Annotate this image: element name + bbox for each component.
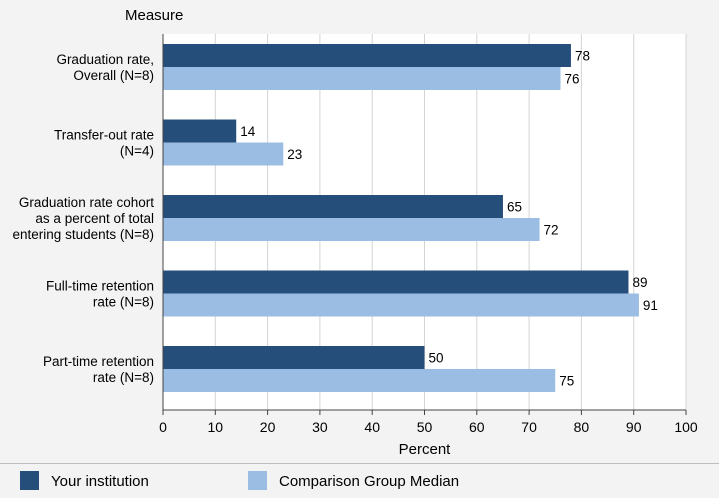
legend-divider [0,463,719,464]
data-label: 91 [643,298,658,313]
bar [163,369,556,392]
category-label-line: Overall (N=8) [73,68,154,83]
bar [163,67,561,90]
data-label: 89 [632,275,647,290]
legend-label: Your institution [51,473,149,490]
bar [163,293,639,317]
category-label-line: as a percent of total [35,211,154,226]
axes-group [162,34,687,415]
x-tick-label: 20 [260,419,276,435]
bar [163,270,629,294]
category-label: Graduation rate cohort as a percent of to… [13,195,155,242]
x-axis-title: Percent [399,441,452,458]
category-label-line: rate (N=8) [93,295,154,310]
legend-label: Comparison Group Median [279,473,459,490]
legend-swatch [248,471,267,490]
category-label-line: Full-time retention [46,279,154,294]
legend-swatch [20,471,39,490]
bar [163,346,425,369]
data-label: 14 [240,124,256,139]
legend: Your institution Comparison Group Median [20,471,459,490]
category-label: Part-time retention rate (N=8) [43,354,154,385]
category-label: Full-time retention rate (N=8) [46,279,154,310]
bar [163,142,284,166]
x-tick-label: 80 [574,419,590,435]
x-tick-label: 100 [674,419,698,435]
data-label: 75 [559,374,574,389]
bar [163,119,237,143]
x-tick-label: 50 [417,419,433,435]
category-label-line: Part-time retention [43,354,154,369]
category-label-line: Graduation rate, [56,52,154,67]
bars-group [163,44,639,392]
category-label-line: Transfer-out rate [54,128,154,143]
x-tick-label: 30 [312,419,328,435]
data-label: 23 [287,147,302,162]
data-label: 78 [575,49,590,64]
x-tick-label: 70 [521,419,537,435]
y-axis-title: Measure [125,7,183,24]
data-label: 65 [507,200,522,215]
x-tick-label: 10 [208,419,224,435]
bar [163,195,503,218]
category-label-line: Graduation rate cohort [19,195,154,210]
category-label: Graduation rate, Overall (N=8) [56,52,154,83]
bar [163,218,540,241]
data-label: 50 [429,351,444,366]
category-label-line: (N=4) [120,144,154,159]
x-tick-label: 60 [469,419,485,435]
category-label: Transfer-out rate (N=4) [54,128,154,159]
x-tick-label: 0 [159,419,167,435]
x-tick-label: 40 [364,419,380,435]
data-label: 72 [544,223,559,238]
x-tick-label: 90 [626,419,642,435]
category-label-line: rate (N=8) [93,370,154,385]
category-label-line: entering students (N=8) [13,227,154,242]
labels-group: 0 10 20 30 40 50 60 70 80 90 100 Measure Percent Grad… [13,7,698,458]
data-label: 76 [564,72,579,87]
bar [163,44,571,67]
